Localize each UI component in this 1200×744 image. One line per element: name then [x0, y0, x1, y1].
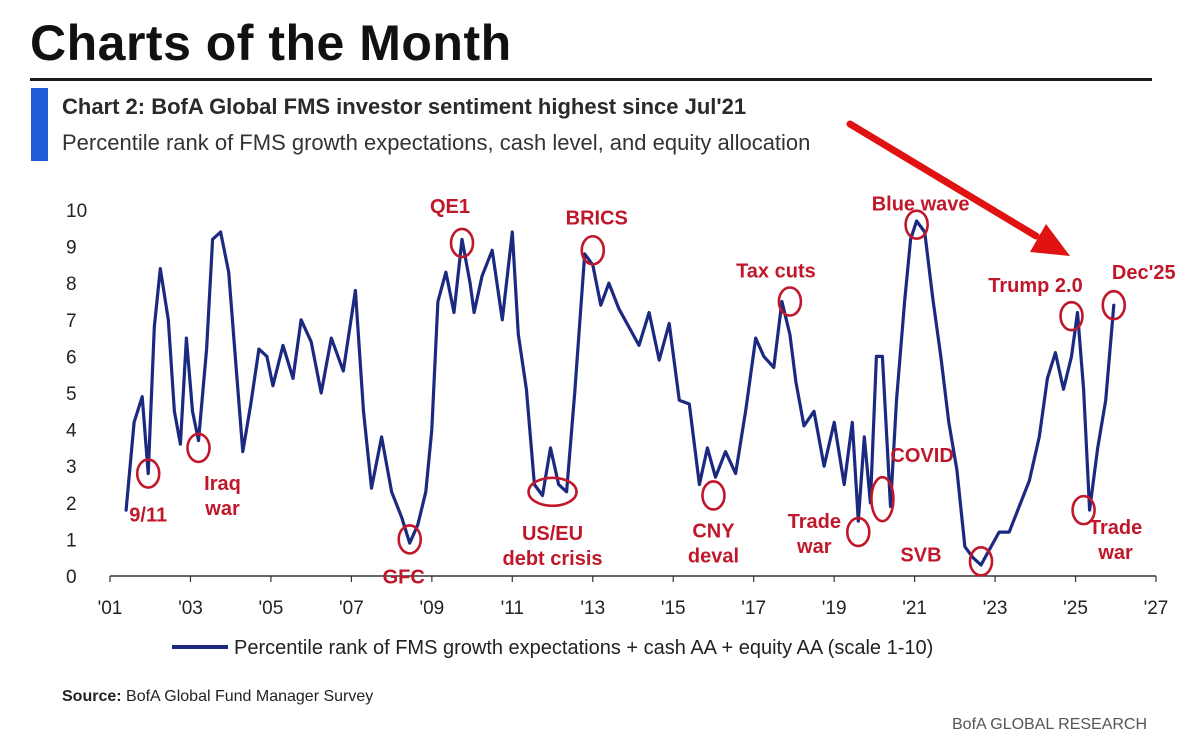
- annotation-marker: [186, 432, 211, 464]
- series-group: [124, 219, 1116, 567]
- footer-brand: BofA GLOBAL RESEARCH: [952, 716, 1148, 733]
- annotation-label: Iraq: [204, 473, 241, 495]
- annotation-label: US/EU: [522, 523, 583, 545]
- annotation-label: Dec'25: [1112, 262, 1176, 284]
- y-tick-label: 3: [66, 457, 77, 478]
- x-tick-label: '03: [178, 598, 203, 619]
- source-note: Source: BofA Global Fund Manager Survey: [62, 688, 373, 706]
- arrow-head: [1030, 224, 1070, 256]
- annotation-marker: [449, 227, 475, 259]
- y-tick-label: 4: [66, 421, 77, 442]
- x-tick-label: '25: [1063, 598, 1088, 619]
- series-line: [124, 219, 1116, 567]
- y-tick-label: 0: [66, 567, 77, 588]
- annotation-label: debt crisis: [503, 548, 603, 570]
- annotation-label: Trade: [1089, 517, 1142, 539]
- y-tick-label: 9: [66, 238, 77, 259]
- annotation-marker: [845, 516, 871, 548]
- annotation-label: deval: [688, 545, 739, 567]
- annotation-label: QE1: [430, 196, 470, 218]
- annotation-label: Trump 2.0: [988, 275, 1082, 297]
- annotation-marker: [527, 476, 578, 508]
- x-axis: '01 '03 '05 '07 '09 '11 '13 '15 '17 '19 '21 '23 '25 '…: [98, 575, 1169, 619]
- x-tick-label: '15: [661, 598, 686, 619]
- x-tick-label: '05: [259, 598, 284, 619]
- y-tick-label: 10: [66, 201, 87, 222]
- trend-arrow: [846, 120, 1070, 256]
- arrow-shaft: [846, 120, 1040, 240]
- x-tick-label: '13: [580, 598, 605, 619]
- x-tick-label: '27: [1144, 598, 1169, 619]
- annotation-marker: [968, 546, 994, 577]
- x-tick-label: '11: [501, 598, 524, 619]
- annotation-marker: [870, 475, 895, 523]
- y-tick-label: 2: [66, 494, 77, 515]
- annotation-label: Trade: [788, 511, 841, 533]
- y-axis: 0 1 2 3 4 5 6 7 8 9 10: [66, 201, 87, 588]
- y-tick-label: 8: [66, 274, 77, 295]
- y-tick-label: 7: [66, 311, 77, 332]
- annotation-marker: [777, 286, 803, 317]
- annotation-label: COVID: [890, 445, 953, 467]
- x-tick-label: '17: [741, 598, 766, 619]
- chart-subtitle: Percentile rank of FMS growth expectatio…: [62, 130, 811, 155]
- annotations-group: 9/11 Iraq war GFC QE1 US/EU debt crisis BRICS CN…: [129, 194, 1175, 589]
- chart-accent-bar: [31, 88, 48, 161]
- annotation-marker: [135, 458, 161, 489]
- x-tick-label: '23: [983, 598, 1008, 619]
- y-tick-label: 5: [66, 384, 77, 405]
- annotation-marker: [1101, 289, 1127, 321]
- annotation-marker: [904, 209, 929, 240]
- annotation-marker: [580, 234, 606, 266]
- annotation-label: 9/11: [129, 505, 167, 527]
- chart-title: Chart 2: BofA Global FMS investor sentim…: [62, 94, 747, 119]
- annotation-label: GFC: [383, 566, 425, 588]
- legend-label: Percentile rank of FMS growth expectatio…: [234, 637, 933, 659]
- annotation-marker: [1071, 494, 1096, 526]
- source-prefix: Source:: [62, 688, 122, 705]
- source-text: BofA Global Fund Manager Survey: [121, 688, 374, 705]
- x-tick-label: '09: [419, 598, 444, 619]
- annotation-label: BRICS: [566, 207, 628, 229]
- annotation-marker: [397, 524, 423, 555]
- annotation-label: war: [796, 536, 832, 558]
- legend: Percentile rank of FMS growth expectatio…: [172, 637, 933, 659]
- title-divider: [30, 78, 1152, 81]
- x-tick-label: '21: [902, 598, 927, 619]
- page-title: Charts of the Month: [30, 15, 512, 71]
- x-tick-label: '01: [98, 598, 123, 619]
- annotation-label: war: [1097, 542, 1133, 564]
- annotation-label: Blue wave: [872, 194, 970, 216]
- annotation-label: war: [204, 498, 240, 520]
- y-tick-label: 6: [66, 347, 77, 368]
- y-tick-label: 1: [66, 530, 77, 551]
- x-tick-label: '07: [339, 598, 364, 619]
- annotation-label: Tax cuts: [736, 261, 816, 283]
- x-tick-label: '19: [822, 598, 847, 619]
- annotation-label: SVB: [900, 544, 941, 566]
- annotation-label: CNY: [692, 520, 735, 542]
- annotation-marker: [1059, 300, 1084, 332]
- annotation-marker: [701, 480, 726, 511]
